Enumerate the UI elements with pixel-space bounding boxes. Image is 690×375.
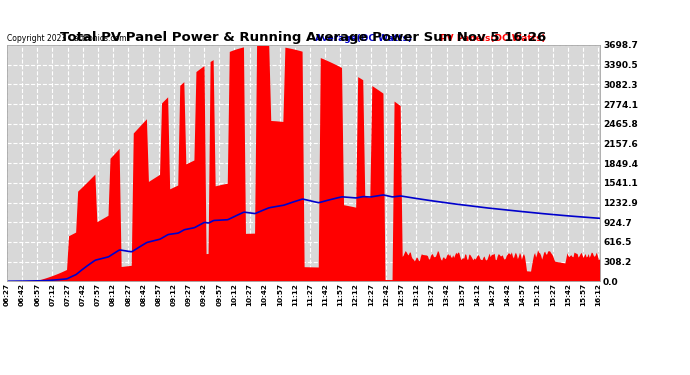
Text: Average(DC Watts): Average(DC Watts) — [315, 34, 413, 43]
Text: Copyright 2023 Cartronics.com: Copyright 2023 Cartronics.com — [8, 34, 127, 43]
Title: Total PV Panel Power & Running Average Power Sun Nov 5 16:26: Total PV Panel Power & Running Average P… — [61, 31, 546, 44]
Text: PV Panels(DC Watts): PV Panels(DC Watts) — [440, 34, 546, 43]
